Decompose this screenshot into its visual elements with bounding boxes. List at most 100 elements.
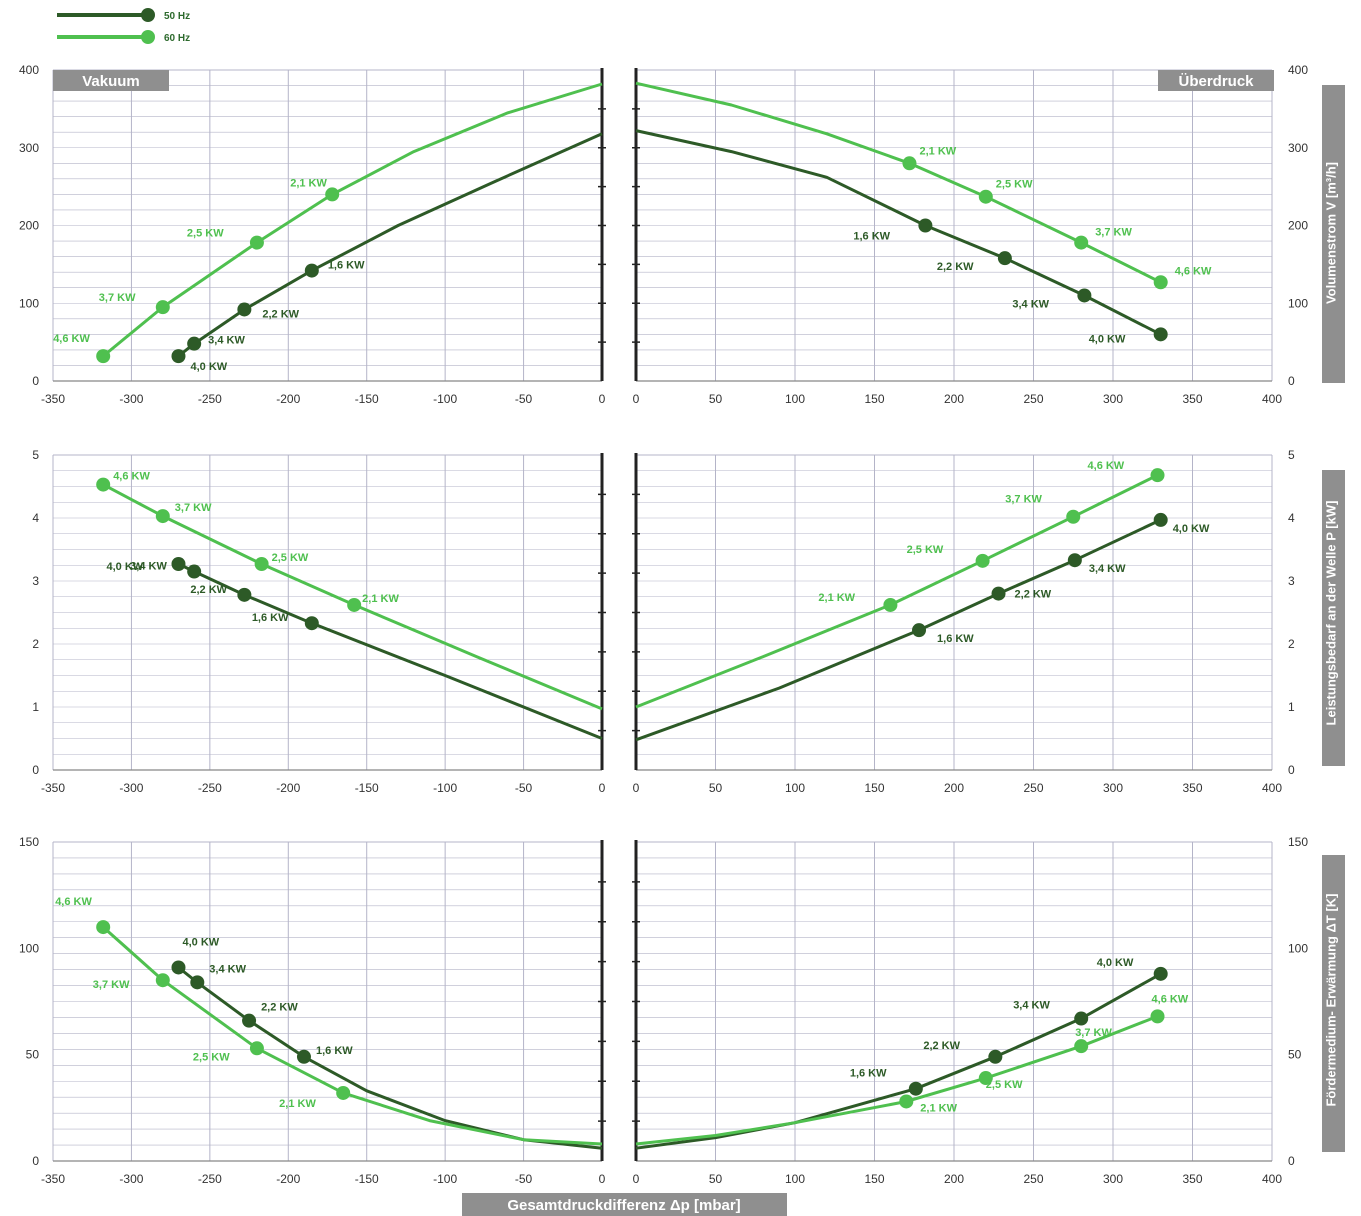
series-line-60hz	[102, 483, 603, 711]
x-tick-label: 0	[633, 1172, 640, 1186]
x-tick-label: 350	[1182, 1172, 1202, 1186]
y-tick-label: 1	[1288, 700, 1295, 714]
y-tick-label: 0	[1288, 1154, 1295, 1168]
data-point-60hz	[155, 973, 170, 988]
series-line-60hz	[102, 925, 603, 1146]
x-tick-label: 200	[944, 1172, 964, 1186]
y-tick-label: 400	[1288, 63, 1308, 77]
x-tick-label: 0	[599, 781, 606, 795]
x-tick-label: -250	[198, 781, 222, 795]
data-point-50hz	[997, 251, 1012, 266]
x-axis-label-background	[462, 1193, 787, 1216]
y-tick-label: 3	[1288, 574, 1295, 588]
data-point-50hz	[171, 349, 186, 364]
y-tick-label: 0	[32, 1154, 39, 1168]
data-label-50hz: 4,0 KW	[1089, 333, 1126, 345]
y-tick-label: 200	[19, 219, 39, 233]
data-label-50hz: 2,2 KW	[1015, 589, 1052, 601]
data-point-50hz	[1153, 966, 1168, 981]
y-tick-label: 4	[1288, 511, 1295, 525]
x-tick-label: 250	[1023, 781, 1043, 795]
data-point-50hz	[242, 1013, 257, 1028]
data-label-60hz: 3,7 KW	[1095, 227, 1132, 239]
data-label-50hz: 3,4 KW	[1089, 563, 1126, 575]
y-axis-label: Volumenstrom V [m³/h]	[1323, 162, 1338, 304]
data-point-50hz	[912, 623, 927, 638]
series-line-50hz	[635, 972, 1162, 1150]
y-tick-label: 2	[32, 637, 39, 651]
x-axis-label: Gesamtdruckdifferenz Δp [mbar]	[507, 1197, 740, 1214]
data-point-50hz	[988, 1049, 1003, 1064]
y-tick-label: 400	[19, 63, 39, 77]
x-tick-label: 300	[1103, 781, 1123, 795]
series-line-60hz	[102, 82, 603, 358]
x-tick-label: 250	[1023, 392, 1043, 406]
data-label-50hz: 1,6 KW	[853, 231, 890, 243]
data-label-60hz: 3,7 KW	[93, 979, 130, 991]
data-point-60hz	[249, 235, 264, 250]
x-tick-label: -300	[119, 1172, 143, 1186]
data-label-50hz: 1,6 KW	[252, 612, 289, 624]
legend-marker-60hz	[141, 30, 155, 44]
x-tick-label: 300	[1103, 392, 1123, 406]
data-point-60hz	[155, 300, 170, 315]
data-point-60hz	[883, 597, 898, 612]
data-point-50hz	[1153, 327, 1168, 342]
x-tick-label: -100	[433, 1172, 457, 1186]
data-label-50hz: 2,2 KW	[261, 1002, 298, 1014]
x-tick-label: -200	[276, 1172, 300, 1186]
data-point-60hz	[249, 1041, 264, 1056]
data-label-50hz: 4,0 KW	[106, 561, 143, 573]
data-point-60hz	[96, 920, 111, 935]
ueberdruck-banner-text: Überdruck	[1178, 73, 1254, 90]
x-axis-label-box: Gesamtdruckdifferenz Δp [mbar]	[462, 1193, 787, 1216]
data-label-50hz: 3,4 KW	[130, 561, 167, 573]
x-tick-label: 400	[1262, 781, 1282, 795]
data-point-50hz	[190, 975, 205, 990]
data-point-60hz	[1066, 509, 1081, 524]
y-tick-label: 100	[19, 941, 39, 955]
series-line-50hz	[177, 966, 603, 1150]
data-point-60hz	[1153, 275, 1168, 290]
x-tick-label: -150	[355, 1172, 379, 1186]
x-tick-label: -300	[119, 781, 143, 795]
x-tick-label: 0	[633, 781, 640, 795]
data-label-60hz: 4,6 KW	[1152, 993, 1189, 1005]
y-tick-label: 150	[19, 835, 39, 849]
data-label-60hz: 2,5 KW	[193, 1051, 230, 1063]
y-tick-label: 300	[19, 141, 39, 155]
data-label-60hz: 4,6 KW	[1088, 460, 1125, 472]
y-tick-label: 100	[1288, 941, 1308, 955]
data-point-60hz	[975, 553, 990, 568]
data-label-60hz: 2,1 KW	[290, 177, 327, 189]
x-tick-label: 0	[599, 392, 606, 406]
data-label-60hz: 2,5 KW	[996, 179, 1033, 191]
x-tick-label: 50	[709, 1172, 723, 1186]
x-tick-label: 0	[633, 392, 640, 406]
y-tick-label: 0	[1288, 763, 1295, 777]
data-label-50hz: 2,2 KW	[937, 261, 974, 273]
series-line-60hz	[635, 473, 1159, 709]
y-tick-label: 2	[1288, 637, 1295, 651]
x-tick-label: -200	[276, 392, 300, 406]
data-point-50hz	[171, 556, 186, 571]
data-point-60hz	[254, 556, 269, 571]
data-point-50hz	[237, 587, 252, 602]
data-label-60hz: 4,6 KW	[55, 896, 92, 908]
y-tick-label: 3	[32, 574, 39, 588]
vakuum-banner-text: Vakuum	[82, 73, 140, 90]
vakuum-banner	[53, 70, 169, 91]
data-label-50hz: 1,6 KW	[316, 1045, 353, 1057]
data-label-60hz: 2,5 KW	[272, 552, 309, 564]
data-point-50hz	[918, 218, 933, 233]
data-label-60hz: 2,5 KW	[986, 1079, 1023, 1091]
data-point-50hz	[1153, 512, 1168, 527]
legend: 50 Hz 60 Hz	[57, 8, 190, 44]
series-line-60hz	[635, 81, 1162, 284]
y-axis-label-background	[1322, 855, 1345, 1152]
x-tick-label: 350	[1182, 392, 1202, 406]
data-label-50hz: 3,4 KW	[1013, 1000, 1050, 1012]
data-point-50hz	[296, 1049, 311, 1064]
data-point-50hz	[304, 616, 319, 631]
ueberdruck-banner	[1158, 70, 1274, 91]
